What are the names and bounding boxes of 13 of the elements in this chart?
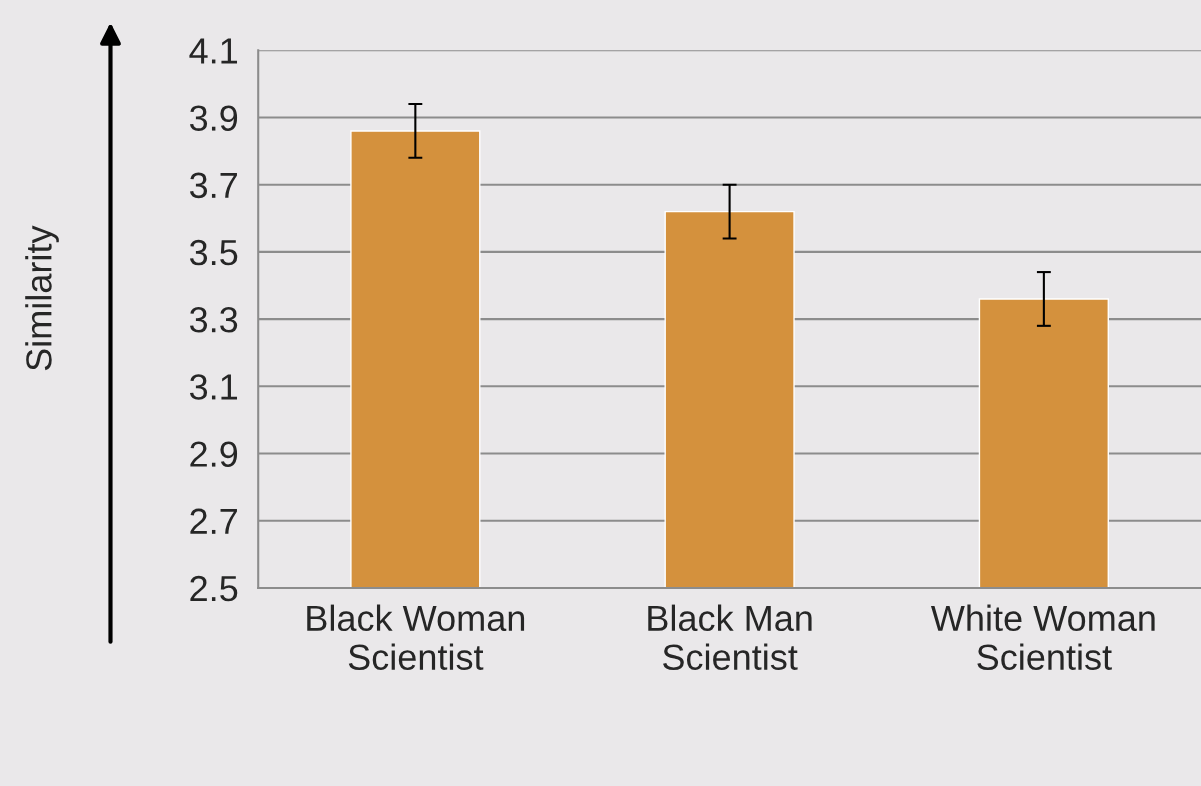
- y-tick-label: 3.9: [189, 105, 238, 131]
- y-tick-label: 4.1: [189, 38, 238, 64]
- y-tick-label: 3.1: [189, 374, 238, 400]
- x-tick-label: White Woman Scientist: [930, 604, 1155, 671]
- y-tick-label: 2.7: [190, 508, 237, 534]
- y-tick-label: 3.5: [189, 239, 238, 266]
- y-tick-label: 2.5: [190, 575, 238, 602]
- y-tick-label: 2.9: [190, 441, 238, 467]
- y-tick-label: 3.7: [189, 172, 237, 199]
- x-tick-label: Black Man Scientist: [648, 604, 812, 671]
- y-axis-title: Similarity: [25, 225, 59, 371]
- x-tick-label: Black Woman Scientist: [307, 604, 525, 671]
- y-tick-label: 3.3: [189, 306, 238, 333]
